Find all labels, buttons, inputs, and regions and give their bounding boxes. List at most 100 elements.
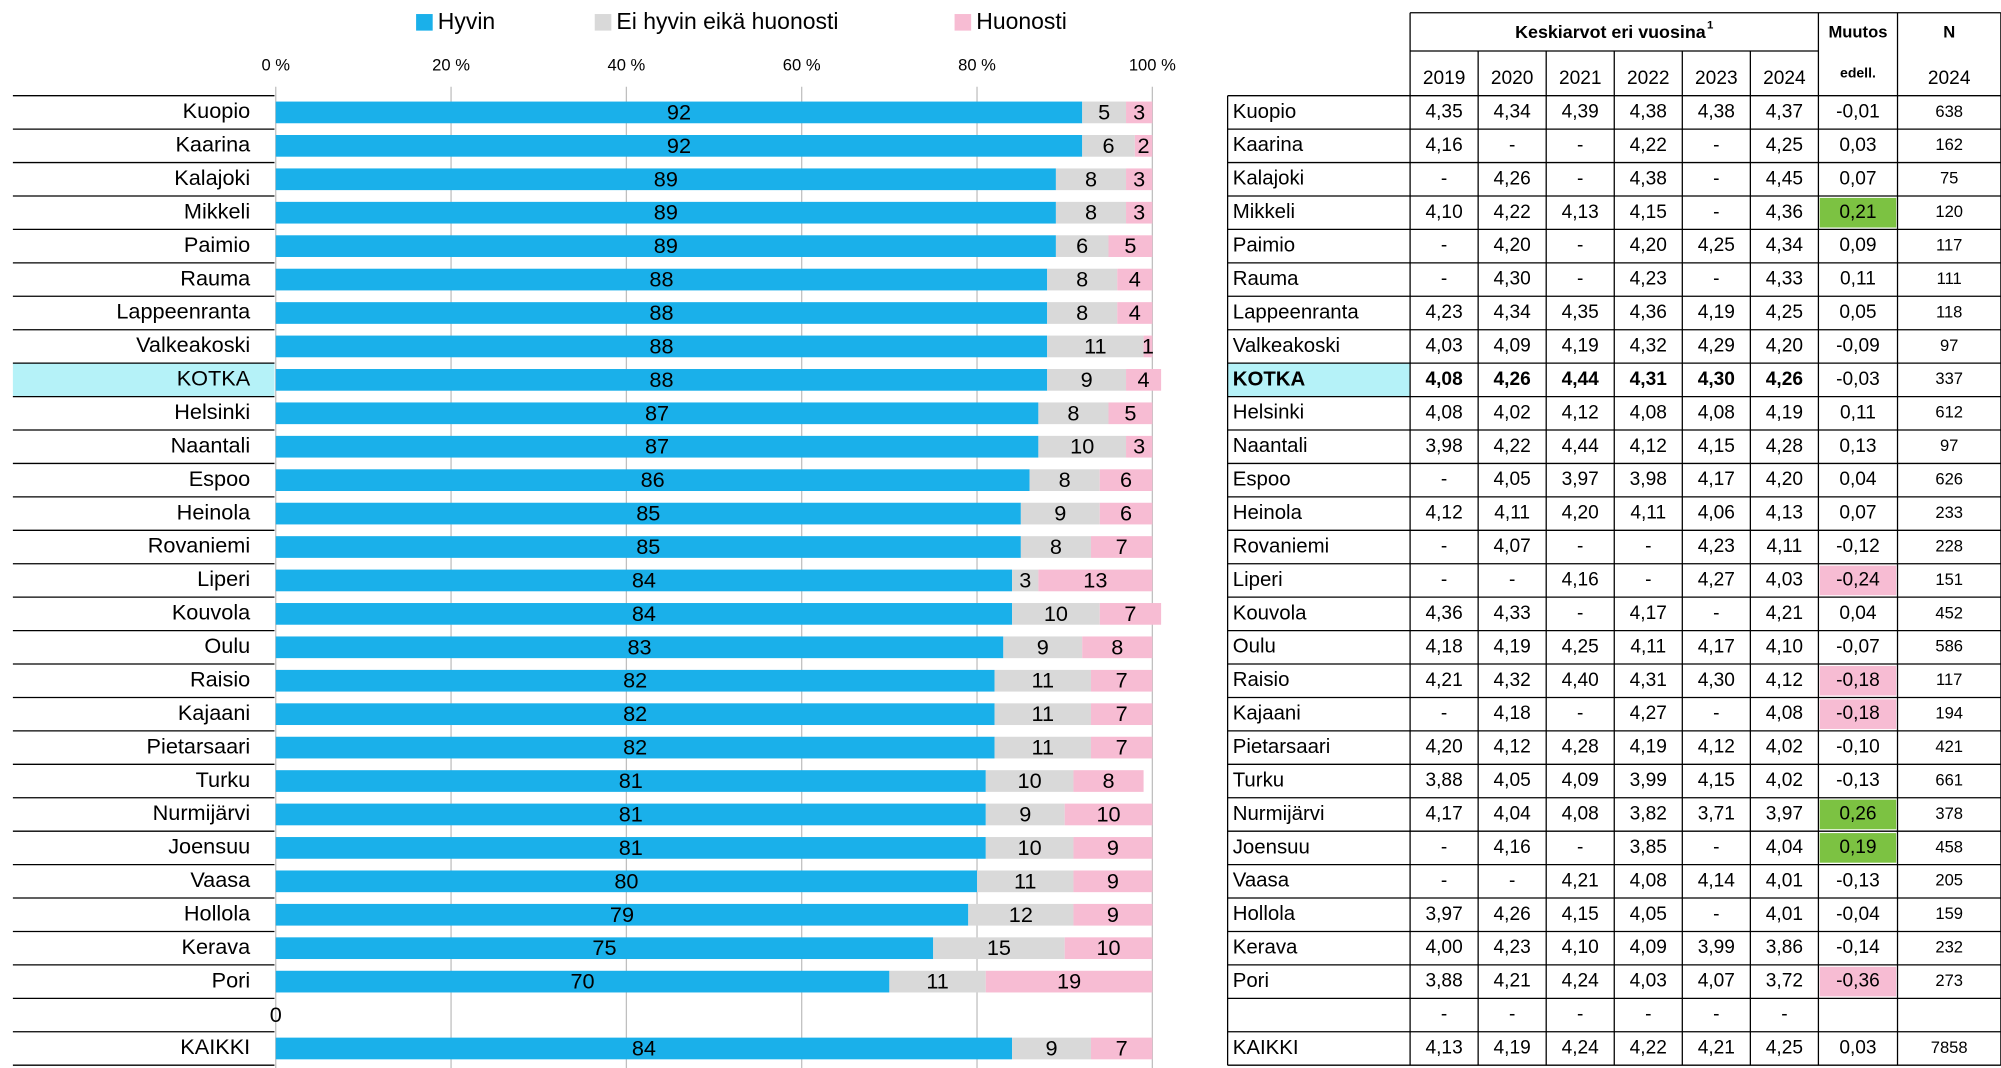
- change-cell: -0,13: [1836, 870, 1880, 891]
- value-label: 3: [1133, 99, 1145, 124]
- mean-cell: 4,27: [1698, 569, 1735, 590]
- bar-segment: [1108, 235, 1153, 257]
- legend-label: Hyvin: [438, 8, 495, 34]
- value-label: 88: [649, 300, 673, 325]
- mean-cell: 4,17: [1698, 636, 1735, 657]
- mean-cell: 4,03: [1426, 335, 1463, 356]
- mean-cell: -: [1441, 569, 1447, 590]
- change-cell: 0,13: [1839, 436, 1876, 457]
- mean-cell: 4,25: [1698, 235, 1735, 256]
- change-cell: -0,10: [1836, 737, 1880, 758]
- value-label: 92: [667, 99, 691, 124]
- mean-cell: 4,36: [1630, 302, 1667, 323]
- bar-segment: [985, 837, 1074, 859]
- row-name: Espoo: [1233, 469, 1291, 491]
- value-label: 75: [592, 935, 616, 960]
- value-label: 7: [1116, 701, 1128, 726]
- category-label: Mikkeli: [184, 198, 250, 223]
- mean-cell: 4,31: [1630, 670, 1667, 691]
- value-label: 84: [632, 601, 656, 626]
- bar-segment: [275, 837, 986, 859]
- bar-segment: [275, 335, 1048, 358]
- value-label: 10: [1018, 768, 1042, 793]
- bar-segment: [968, 903, 1074, 926]
- n-cell: 97: [1940, 336, 1958, 355]
- mean-cell: 4,44: [1562, 436, 1600, 457]
- mean-cell: 4,13: [1426, 1038, 1463, 1059]
- mean-cell: 4,08: [1630, 402, 1667, 423]
- mean-cell: -: [1441, 469, 1447, 490]
- value-label: 81: [619, 801, 643, 826]
- mean-cell: 4,20: [1494, 235, 1531, 256]
- bar-segment: [1073, 837, 1153, 859]
- mean-cell: 3,99: [1630, 770, 1667, 791]
- value-label: 12: [1009, 902, 1033, 927]
- bar-segment: [1090, 536, 1153, 558]
- bar-segment: [275, 703, 995, 726]
- mean-cell: 4,33: [1766, 269, 1803, 290]
- change-cell: 0,03: [1839, 135, 1876, 156]
- change-highlight: [1819, 966, 1897, 997]
- value-label: 81: [619, 768, 643, 793]
- row-name: Heinola: [1233, 502, 1303, 524]
- mean-cell: 4,02: [1766, 770, 1803, 791]
- n-cell: 205: [1935, 871, 1963, 890]
- mean-cell: -: [1509, 569, 1515, 590]
- mean-cell: -: [1645, 536, 1651, 557]
- n-cell: 228: [1935, 536, 1963, 555]
- bar-segment: [1099, 603, 1162, 625]
- x-tick-label: 40 %: [607, 56, 645, 75]
- value-label: 6: [1120, 501, 1132, 526]
- mean-cell: 4,45: [1766, 168, 1803, 189]
- mean-cell: 4,08: [1630, 870, 1667, 891]
- mean-cell: 4,20: [1766, 469, 1803, 490]
- bar-segment: [275, 201, 1056, 224]
- change-cell: 0,11: [1840, 269, 1876, 290]
- value-label: 11: [1032, 735, 1055, 760]
- value-label: 9: [1107, 835, 1119, 860]
- value-label: 79: [610, 902, 634, 927]
- mean-cell: 4,19: [1698, 302, 1735, 323]
- bar-segment: [1047, 335, 1144, 358]
- value-label: 7: [1116, 1035, 1128, 1060]
- mean-cell: 4,37: [1766, 101, 1803, 122]
- mean-cell: -: [1441, 870, 1447, 891]
- mean-cell: 4,19: [1766, 402, 1803, 423]
- change-cell: 0,05: [1839, 302, 1876, 323]
- category-label: KAIKKI: [180, 1034, 250, 1059]
- mean-cell: -: [1713, 1004, 1719, 1025]
- value-label: 8: [1059, 467, 1071, 492]
- bar-segment: [1126, 369, 1162, 391]
- change-cell: -0,14: [1836, 937, 1880, 958]
- mean-cell: 4,01: [1766, 904, 1803, 925]
- n-cell: 97: [1940, 436, 1958, 455]
- value-label: 3: [1019, 567, 1031, 592]
- n-cell: 159: [1935, 904, 1963, 923]
- mean-cell: -: [1441, 269, 1447, 290]
- value-label: 8: [1085, 166, 1097, 191]
- mean-cell: 4,22: [1494, 436, 1531, 457]
- change-cell: 0,07: [1839, 503, 1876, 524]
- mean-cell: 4,19: [1494, 636, 1531, 657]
- category-label: Pietarsaari: [147, 733, 251, 758]
- mean-cell: 4,26: [1494, 904, 1531, 925]
- mean-cell: 4,39: [1562, 101, 1599, 122]
- bar-segment: [1038, 435, 1127, 458]
- bar-segment: [275, 101, 1083, 124]
- mean-cell: 4,26: [1766, 369, 1803, 390]
- category-label: Espoo: [189, 466, 250, 491]
- value-label: 88: [649, 267, 673, 292]
- bar-segment: [275, 603, 1013, 625]
- mean-cell: 4,05: [1630, 904, 1667, 925]
- legend-swatch: [954, 14, 972, 31]
- mean-cell: -: [1713, 603, 1719, 624]
- mean-cell: 4,23: [1698, 536, 1735, 557]
- bar-segment: [1108, 402, 1153, 425]
- mean-cell: 4,07: [1494, 536, 1531, 557]
- bar-segment: [275, 268, 1048, 291]
- mean-cell: 4,11: [1766, 536, 1802, 557]
- change-cell: -0,24: [1836, 569, 1880, 590]
- change-cell: -0,09: [1836, 335, 1880, 356]
- mean-cell: 4,18: [1426, 636, 1463, 657]
